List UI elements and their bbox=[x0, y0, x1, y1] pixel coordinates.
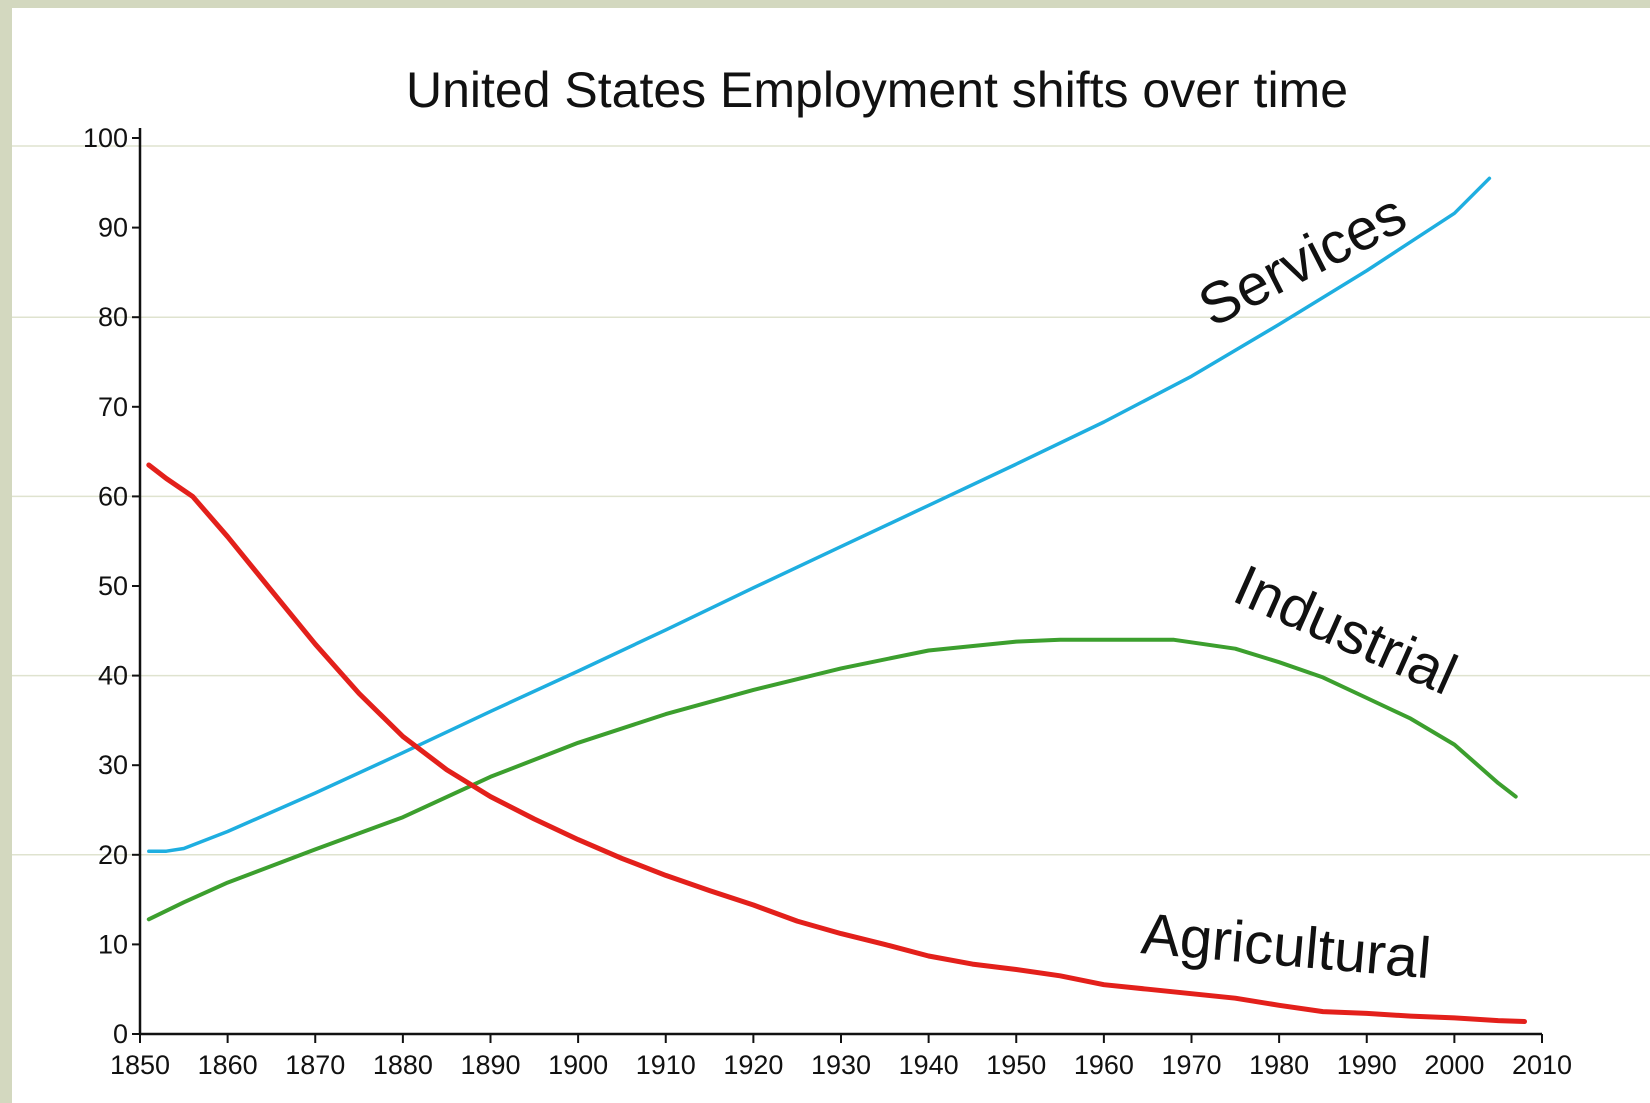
y-tick-label-90: 90 bbox=[98, 213, 128, 243]
y-tick-label-60: 60 bbox=[98, 481, 128, 511]
y-tick-label-10: 10 bbox=[98, 929, 128, 959]
services-series-line bbox=[147, 176, 1492, 853]
x-tick-label-2010: 2010 bbox=[1512, 1050, 1572, 1080]
series-lines bbox=[146, 176, 1527, 1024]
x-tick-label-1940: 1940 bbox=[899, 1050, 959, 1080]
y-tick-label-0: 0 bbox=[113, 1019, 128, 1049]
grid-lines bbox=[12, 145, 1650, 856]
axes: 0 10 20 30 40 50 60 70 80 90 100 1850 1860 1870 1880 18… bbox=[83, 123, 1572, 1080]
x-tick-label-1850: 1850 bbox=[110, 1050, 170, 1080]
y-tick-label-70: 70 bbox=[98, 392, 128, 422]
x-tick-label-1970: 1970 bbox=[1161, 1050, 1221, 1080]
x-tick-label-1890: 1890 bbox=[460, 1050, 520, 1080]
x-tick-label-1910: 1910 bbox=[636, 1050, 696, 1080]
x-tick-label-1880: 1880 bbox=[373, 1050, 433, 1080]
y-tick-label-50: 50 bbox=[98, 571, 128, 601]
series-labels: Services Industrial Agricultural bbox=[1139, 181, 1466, 992]
y-tick-label-40: 40 bbox=[98, 661, 128, 691]
x-tick-label-1920: 1920 bbox=[723, 1050, 783, 1080]
y-tick-label-100: 100 bbox=[83, 123, 128, 153]
agricultural-series-line bbox=[146, 462, 1527, 1024]
x-tick-label-1900: 1900 bbox=[548, 1050, 608, 1080]
agricultural-series-label: Agricultural bbox=[1139, 901, 1434, 991]
industrial-series-label: Industrial bbox=[1225, 552, 1466, 707]
x-tick-label-1990: 1990 bbox=[1337, 1050, 1397, 1080]
chart-title: United States Employment shifts over tim… bbox=[406, 62, 1348, 118]
x-tick-label-1980: 1980 bbox=[1249, 1050, 1309, 1080]
y-tick-label-30: 30 bbox=[98, 750, 128, 780]
x-tick-label-1860: 1860 bbox=[198, 1050, 258, 1080]
y-tick-label-80: 80 bbox=[98, 302, 128, 332]
y-tick-label-20: 20 bbox=[98, 840, 128, 870]
chart-frame: United States Employment shifts over tim… bbox=[12, 8, 1650, 1103]
employment-line-chart: United States Employment shifts over tim… bbox=[12, 62, 1650, 1080]
x-tick-label-1930: 1930 bbox=[811, 1050, 871, 1080]
x-tick-label-1870: 1870 bbox=[285, 1050, 345, 1080]
x-tick-label-2000: 2000 bbox=[1424, 1050, 1484, 1080]
industrial-series-line bbox=[146, 637, 1518, 922]
x-tick-label-1960: 1960 bbox=[1074, 1050, 1134, 1080]
x-tick-label-1950: 1950 bbox=[986, 1050, 1046, 1080]
